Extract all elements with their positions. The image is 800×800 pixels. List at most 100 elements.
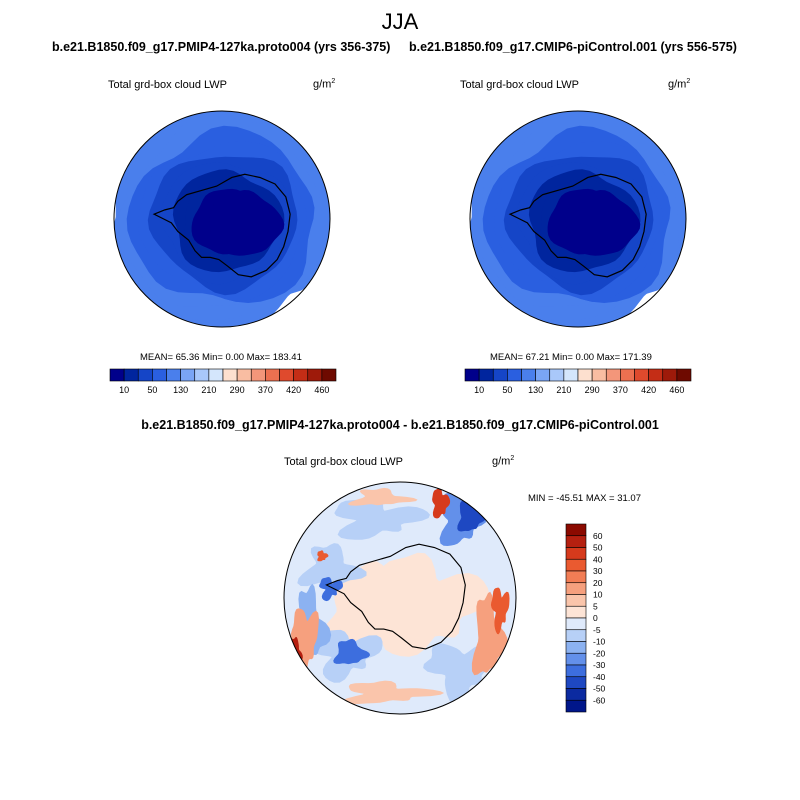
colorbar-tick-label: -50	[593, 684, 606, 694]
colorbar-swatch	[265, 368, 280, 382]
colorbar-tick-label: 370	[613, 385, 628, 395]
colorbar-swatch	[250, 368, 266, 382]
colorbar-swatch	[676, 368, 692, 382]
colorbar-swatch	[464, 368, 480, 382]
lwp-contour-band	[209, 190, 285, 256]
colorbar-tick-label: -20	[593, 648, 606, 658]
colorbar-swatch	[321, 368, 337, 382]
diff-contour-band	[317, 550, 329, 562]
colorbar-swatch	[565, 582, 587, 595]
colorbar-swatch	[166, 368, 181, 382]
colorbar-tick-label: 20	[593, 578, 603, 588]
diff-contour-band	[333, 638, 371, 665]
colorbar-swatch	[605, 368, 621, 382]
colorbar-tick-label: -10	[593, 637, 606, 647]
diff-contour-band	[490, 587, 510, 635]
colorbar-tick-label: -40	[593, 672, 606, 682]
colorbar-swatch	[565, 688, 587, 701]
colorbar-swatch	[565, 641, 587, 654]
colorbar-swatch	[535, 368, 551, 382]
colorbar-swatch	[123, 368, 139, 382]
colorbar-swatch	[662, 368, 678, 382]
colorbar-swatch	[565, 605, 587, 619]
colorbar-swatch	[507, 368, 522, 382]
colorbar-tick-label: 130	[528, 385, 543, 395]
lwp-contour-band	[565, 190, 641, 256]
colorbar-swatch	[279, 368, 294, 382]
map-border	[113, 110, 331, 328]
colorbar-tick-label: 10	[593, 590, 603, 600]
colorbar-swatch	[565, 535, 587, 548]
colorbar-tick-label: 50	[593, 543, 603, 553]
case-stats: MEAN= 65.36 Min= 0.00 Max= 183.41	[140, 352, 302, 363]
control-title: b.e21.B1850.f09_g17.CMIP6-piControl.001 …	[409, 40, 737, 54]
diff-contour-band	[373, 552, 490, 657]
colorbar-swatch	[634, 368, 649, 382]
colorbar-tick-label: 10	[119, 385, 129, 395]
control-variable-label: Total grd-box cloud LWP	[460, 79, 580, 91]
colorbar-swatch	[492, 368, 508, 382]
colorbar-tick-label: 40	[593, 554, 603, 564]
colorbar-swatch	[307, 368, 323, 382]
colorbar-tick-label: 0	[593, 613, 598, 623]
map-border	[283, 481, 517, 715]
colorbar-swatch	[180, 368, 196, 382]
map-border	[469, 110, 687, 328]
colorbar-swatch	[563, 368, 579, 382]
case-title: b.e21.B1850.f09_g17.PMIP4-127ka.proto004…	[52, 40, 391, 54]
colorbar-tick-label: 210	[201, 385, 216, 395]
colorbar-swatch	[194, 368, 210, 382]
control-colorbar: 10 50 130 210 290 370 420 460	[464, 368, 692, 395]
colorbar-tick-label: 5	[593, 601, 598, 611]
colorbar-swatch	[109, 368, 125, 382]
colorbar-swatch	[565, 570, 587, 584]
diff-contour-band	[347, 487, 418, 506]
diff-contour-band	[319, 577, 343, 602]
colorbar-swatch	[565, 652, 587, 666]
diff-contour-band	[471, 591, 508, 676]
colorbar-tick-label: 50	[502, 385, 512, 395]
diff-contour-band	[340, 680, 445, 705]
colorbar-swatch	[577, 368, 593, 382]
colorbar-tick-label: 460	[314, 385, 329, 395]
diff-title: b.e21.B1850.f09_g17.PMIP4-127ka.proto004…	[141, 418, 659, 432]
colorbar-tick-label: 290	[585, 385, 600, 395]
colorbar-swatch	[591, 368, 607, 382]
colorbar-swatch	[565, 547, 587, 560]
colorbar-swatch	[222, 368, 238, 382]
diff-contour-band	[334, 497, 430, 540]
colorbar-tick-label: 10	[474, 385, 484, 395]
main-title: JJA	[381, 9, 419, 34]
colorbar-swatch	[293, 368, 309, 382]
control-units: g/m2	[668, 78, 691, 91]
colorbar-swatch	[152, 368, 167, 382]
colorbar-swatch	[565, 676, 587, 689]
colorbar-tick-label: 370	[258, 385, 273, 395]
control-map	[469, 110, 687, 328]
diff-units: g/m2	[492, 455, 515, 468]
colorbar-tick-label: 130	[173, 385, 188, 395]
case-colorbar: 10 50 130 210 290 370 420 460	[109, 368, 337, 395]
colorbar-tick-label: 420	[641, 385, 656, 395]
colorbar-tick-label: -30	[593, 660, 606, 670]
colorbar-swatch	[565, 699, 587, 713]
diff-contour-band	[457, 497, 486, 532]
colorbar-tick-label: -5	[593, 625, 601, 635]
diff-contour-band	[432, 487, 451, 519]
colorbar-swatch	[521, 368, 536, 382]
colorbar-tick-label: 50	[147, 385, 157, 395]
diff-stats: MIN = -45.51 MAX = 31.07	[528, 493, 642, 504]
diff-variable-label: Total grd-box cloud LWP	[284, 456, 404, 468]
colorbar-tick-label: -60	[593, 695, 606, 705]
control-stats: MEAN= 67.21 Min= 0.00 Max= 171.39	[490, 352, 652, 363]
colorbar-swatch	[565, 664, 587, 678]
colorbar-swatch	[549, 368, 565, 382]
colorbar-swatch	[137, 368, 153, 382]
case-map	[113, 110, 331, 328]
colorbar-swatch	[565, 594, 587, 607]
colorbar-swatch	[648, 368, 664, 382]
diff-contour-band	[297, 543, 367, 587]
colorbar-swatch	[236, 368, 252, 382]
